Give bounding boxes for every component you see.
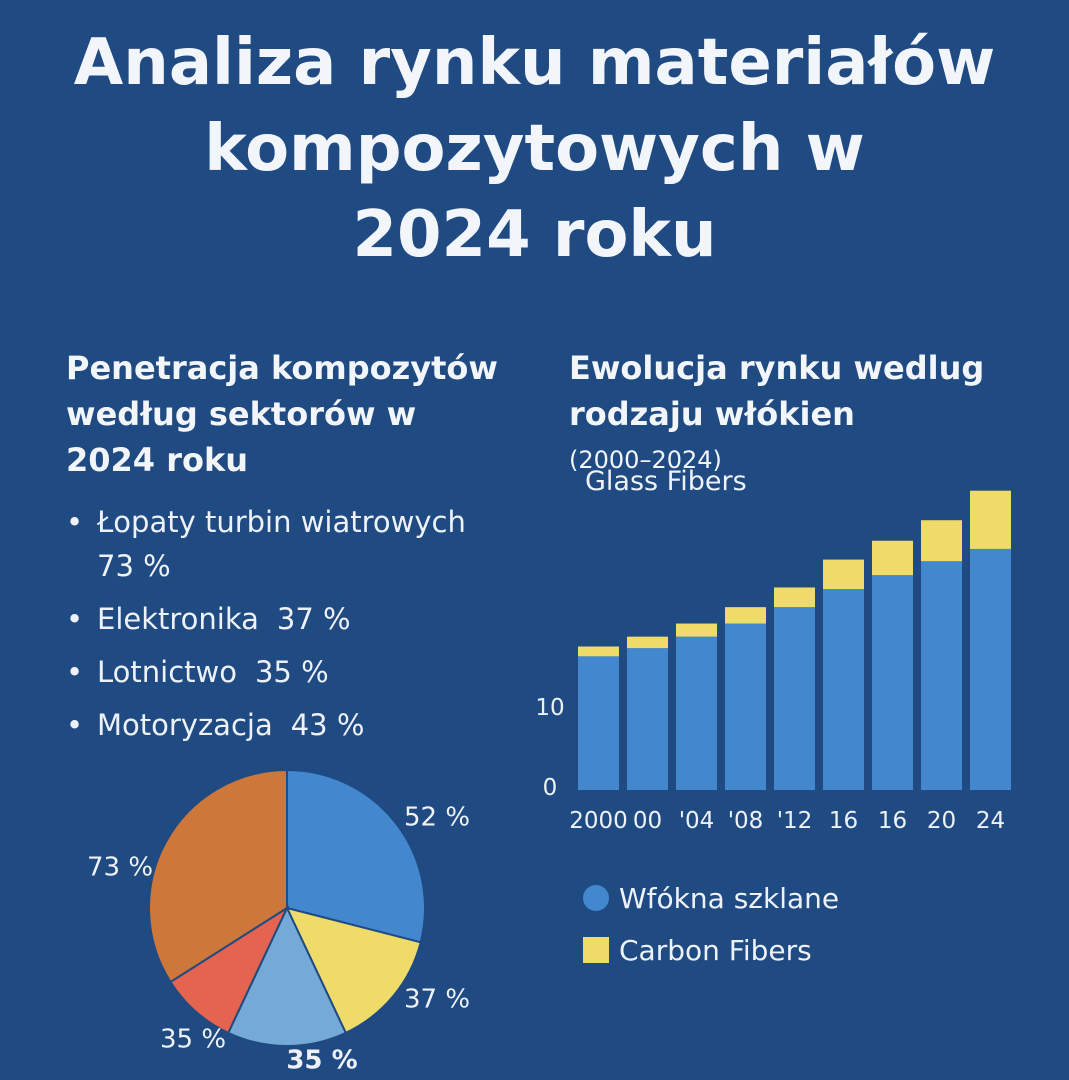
sector-item-aviation: Lotnictwo 35 % — [66, 650, 506, 694]
bar-glass-6 — [823, 589, 864, 790]
sector-value: 73 % — [97, 549, 171, 583]
x-tick-label-4: '08 — [728, 808, 764, 834]
x-tick-label-2: 00 — [633, 808, 662, 834]
bar-carbon-3 — [676, 623, 717, 637]
main-title: Analiza rynku materiałów kompozytowych w… — [0, 20, 1069, 278]
sector-title-line-1: Penetracja kompozytów — [66, 349, 498, 387]
bar-glass-3 — [676, 636, 717, 790]
pie-label-2: 37 % — [404, 985, 470, 1015]
pie-label-5: 73 % — [87, 853, 153, 883]
pie-label-4: 35 % — [160, 1025, 226, 1055]
bar-glass-4 — [725, 623, 766, 790]
x-tick-label-7: 16 — [878, 808, 907, 834]
bar-carbon-7 — [872, 540, 913, 576]
sector-value: 37 % — [276, 602, 351, 636]
bar-carbon-8 — [921, 520, 962, 562]
main-title-line-2: kompozytowych w — [204, 112, 865, 186]
sector-section-title: Penetracja kompozytów według sektorów w … — [66, 345, 536, 483]
pie-slice-2 — [285, 906, 422, 1035]
x-tick-label-6: 16 — [829, 808, 858, 834]
sector-value: 43 % — [290, 708, 365, 742]
pie-slice-5 — [148, 768, 288, 984]
bar-chart: 2000 00 '04 '08 '12 16 16 20 24 0 10 — [535, 490, 1011, 834]
bar-carbon-9 — [970, 490, 1011, 549]
bar-carbon-4 — [725, 607, 766, 624]
sector-item-automotive: Motoryzacja 43 % — [66, 703, 506, 747]
bar-carbon-5 — [774, 587, 815, 608]
bar-glass-8 — [921, 561, 962, 790]
legend-item-carbon: Carbon Fibers — [583, 924, 839, 976]
sector-label: Elektronika — [97, 602, 259, 636]
bar-glass-9 — [970, 548, 1011, 790]
x-tick-label-9: 24 — [976, 808, 1005, 834]
legend-swatch-glass — [583, 885, 609, 911]
x-tick-label-3: '04 — [679, 808, 715, 834]
main-title-line-3: 2024 roku — [352, 198, 717, 272]
sector-item-wind: Łopaty turbin wiatrowych 73 % — [66, 500, 506, 588]
sector-label: Motoryzacja — [97, 708, 273, 742]
sector-title-line-2: według sektorów w — [66, 395, 417, 433]
bar-glass-5 — [774, 607, 815, 790]
pie-label-1: 52 % — [404, 803, 470, 833]
bar-carbon-6 — [823, 559, 864, 590]
fiber-title-text: rodzaju włókien — [569, 395, 855, 433]
fiber-title-line-1: Ewolucja rynku wedlug — [569, 349, 985, 387]
sector-value: 35 % — [254, 655, 329, 689]
pie-label-3: 35 % — [286, 1046, 357, 1076]
bar-glass-1 — [578, 656, 619, 790]
legend-item-glass: Wfókna szklane — [583, 872, 839, 924]
main-title-line-1: Analiza rynku materiałów — [73, 26, 996, 100]
x-tick-label-5: '12 — [777, 808, 813, 834]
sector-list: Łopaty turbin wiatrowych 73 % Elektronik… — [66, 500, 506, 756]
y-tick-label-0: 0 — [543, 775, 558, 801]
y-tick-label-10: 10 — [535, 695, 564, 721]
fiber-title-line-2: rodzaju włókien (2000–2024) — [569, 391, 1049, 483]
fiber-title-range: (2000–2024) — [569, 446, 722, 474]
sector-title-line-3: 2024 roku — [66, 441, 249, 479]
pie-slice-3 — [226, 905, 348, 1047]
bar-chart-caption: Glass Fibers — [585, 466, 747, 497]
sector-label: Łopaty turbin wiatrowych — [97, 505, 466, 539]
sector-item-electronics: Elektronika 37 % — [66, 597, 506, 641]
bar-carbon-2 — [627, 636, 668, 649]
sector-label: Lotnictwo — [97, 655, 237, 689]
pie-slice-1 — [286, 768, 426, 944]
legend-label-glass: Wfókna szklane — [619, 881, 840, 915]
bar-legend: Wfókna szklane Carbon Fibers — [583, 872, 839, 976]
bar-glass-2 — [627, 648, 668, 790]
bar-glass-7 — [872, 575, 913, 790]
x-tick-label-1: 2000 — [569, 808, 628, 834]
x-tick-label-8: 20 — [927, 808, 956, 834]
fiber-section-title: Ewolucja rynku wedlug rodzaju włókien (2… — [569, 345, 1049, 483]
legend-label-carbon: Carbon Fibers — [619, 933, 812, 967]
pie-chart: 52 % 37 % 35 % 35 % 73 % — [87, 768, 470, 1076]
bar-carbon-1 — [578, 646, 619, 657]
legend-swatch-carbon — [583, 937, 609, 963]
